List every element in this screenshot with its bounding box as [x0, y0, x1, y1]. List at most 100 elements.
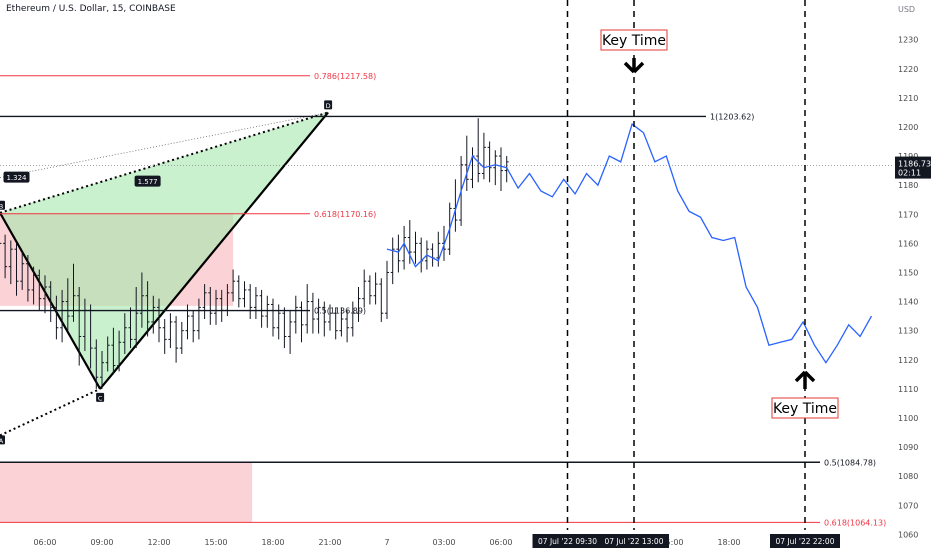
candle: [225, 284, 230, 317]
candle: [168, 313, 173, 349]
y-tick-label: 1130: [898, 327, 918, 336]
key-time-box: [771, 397, 839, 419]
fib-label-0: 0.786(1217.58): [314, 72, 376, 81]
x-tick-label: 09:00: [90, 538, 113, 547]
ratio-text: 1.577: [138, 178, 158, 186]
x-tick-label: 15:00: [204, 538, 227, 547]
y-tick-label: 1100: [898, 414, 918, 423]
y-tick-label: 1190: [898, 152, 918, 161]
point-label: B: [0, 200, 5, 210]
arrow-down-icon: [623, 58, 645, 74]
candle: [77, 287, 82, 366]
candle: [196, 298, 201, 340]
candle: [487, 141, 492, 183]
x-tick-label: 7: [384, 538, 389, 547]
candle: [362, 269, 367, 308]
key-time-annotation: Key Time: [600, 29, 668, 74]
candle: [390, 237, 395, 285]
time-tag: 07 Jul '22 13:00: [599, 534, 669, 548]
x-axis: 06:00 09:00 12:00 15:00 18:00 21:00 7 03:00 06:0…: [33, 538, 788, 547]
key-time-annotation: Key Time: [771, 370, 839, 419]
candle: [174, 316, 179, 363]
candle: [202, 284, 207, 320]
y-tick-label: 1060: [898, 530, 918, 539]
chart-title: Ethereum / U.S. Dollar, 15, COINBASE: [6, 4, 176, 14]
candle: [271, 298, 275, 337]
candle: [94, 339, 99, 389]
candle: [333, 307, 338, 340]
candle: [8, 240, 13, 285]
y-tick-label: 1170: [898, 210, 918, 219]
ratio-badge: [134, 175, 161, 187]
y-tick-label: 1120: [898, 356, 918, 365]
y-axis: USD 1060 1070 1080 1090 1100 1110 1120 1130 1140 1…: [898, 5, 918, 539]
candle: [157, 298, 161, 343]
time-tag-bg: [532, 534, 603, 548]
candle: [236, 275, 241, 308]
candle: [242, 281, 247, 308]
x-tick-label: 12:00: [147, 538, 170, 547]
candle: [396, 234, 401, 273]
y-tick-label: 1140: [898, 298, 918, 307]
candle: [54, 295, 59, 340]
point-label: D: [324, 100, 333, 110]
candle: [139, 272, 144, 328]
pink-zone-1: [0, 462, 253, 523]
y-tick-label: 1180: [898, 181, 918, 190]
candle: [100, 351, 104, 389]
point-badge: [0, 435, 5, 445]
candle: [305, 284, 310, 334]
time-tag: 07 Jul '22 09:30: [532, 534, 603, 548]
arrow-up-icon: [794, 370, 816, 389]
y-tick-label: 1110: [898, 385, 918, 394]
y-tick-label: 1220: [898, 65, 918, 74]
candle: [293, 295, 298, 334]
candle: [43, 275, 47, 314]
point-letter: C: [98, 394, 103, 402]
candle: [379, 278, 384, 322]
candle: [367, 275, 372, 305]
candle: [328, 304, 332, 331]
fib-label-3: 0.5(1136.89): [314, 307, 366, 316]
x-tick-label: 18:00: [717, 538, 740, 547]
candle: [493, 150, 498, 186]
candle: [373, 272, 378, 305]
candle: [464, 135, 469, 191]
price-tag-bg: [895, 156, 931, 179]
price-tag-value: 1186.73: [898, 160, 931, 169]
point-letter: A: [0, 437, 4, 445]
x-tick-label: 15:00: [660, 538, 683, 547]
candle: [476, 118, 481, 183]
candle: [265, 295, 270, 328]
candle: [339, 307, 344, 337]
candle: [60, 289, 65, 343]
candle: [111, 327, 116, 375]
candle: [191, 310, 196, 343]
candle: [117, 330, 122, 372]
x-tick-label: 03:00: [432, 538, 455, 547]
y-tick-label: 1210: [898, 94, 918, 103]
candle: [31, 266, 36, 305]
candle: [276, 304, 281, 340]
time-tag-text: 07 Jul '22 22:00: [776, 537, 835, 546]
y-tick-label: 1200: [898, 123, 918, 132]
candle: [350, 301, 355, 337]
key-time-box: [600, 29, 668, 51]
ratio-label: 1.324: [3, 171, 30, 183]
candle: [3, 234, 8, 279]
candle: [310, 292, 315, 334]
y-tick-label: 1230: [898, 36, 918, 45]
candle: [356, 287, 361, 322]
candle: [37, 269, 42, 311]
candle: [128, 307, 133, 349]
time-tag-bg: [770, 534, 840, 548]
leg-ac: [0, 387, 101, 437]
point-label: C: [96, 392, 105, 402]
point-letter: B: [0, 202, 3, 210]
candle: [151, 295, 156, 334]
time-tag-text: 07 Jul '22 13:00: [605, 537, 664, 546]
candle: [185, 304, 190, 340]
candle: [430, 243, 435, 267]
